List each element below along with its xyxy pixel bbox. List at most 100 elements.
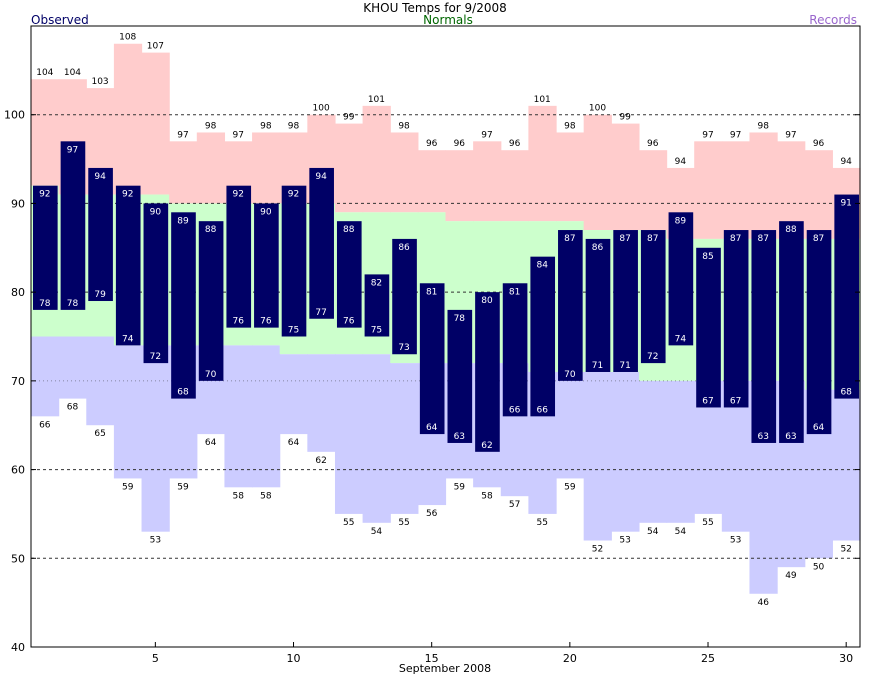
- record-low-label: 57: [509, 500, 520, 510]
- observed-high-label: 92: [288, 190, 299, 200]
- record-high-band: [417, 150, 447, 213]
- observed-low-label: 77: [315, 308, 326, 318]
- legend-observed: Observed: [31, 13, 89, 27]
- observed-high-label: 87: [564, 234, 575, 244]
- record-high-label: 94: [675, 157, 687, 167]
- observed-bar: [447, 309, 473, 443]
- record-high-label: 96: [647, 139, 659, 149]
- observed-high-label: 92: [233, 190, 244, 200]
- record-low-band: [141, 345, 170, 532]
- record-high-band: [252, 132, 281, 204]
- record-low-label: 50: [813, 562, 825, 572]
- observed-high-label: 94: [94, 172, 106, 182]
- record-low-label: 66: [39, 420, 51, 430]
- observed-low-label: 64: [813, 423, 825, 433]
- y-tick-label: 80: [11, 286, 25, 299]
- x-tick-label: 5: [152, 652, 159, 665]
- observed-bar: [33, 185, 58, 310]
- record-low-label: 59: [564, 482, 576, 492]
- observed-bar: [281, 185, 307, 337]
- record-high-label: 97: [233, 130, 244, 140]
- record-high-label: 100: [589, 104, 606, 114]
- observed-bar: [364, 274, 390, 337]
- record-high-band: [694, 141, 723, 239]
- record-low-label: 56: [426, 509, 438, 519]
- record-low-label: 62: [315, 456, 326, 466]
- record-high-band: [500, 150, 529, 222]
- observed-low-label: 73: [398, 343, 409, 353]
- record-high-label: 98: [564, 121, 576, 131]
- record-high-label: 98: [260, 121, 272, 131]
- x-tick-label: 10: [287, 652, 301, 665]
- y-tick-label: 60: [11, 464, 25, 477]
- record-low-band: [307, 354, 336, 452]
- record-low-label: 52: [840, 545, 851, 555]
- observed-bar: [171, 212, 196, 399]
- record-high-label: 94: [840, 157, 852, 167]
- record-low-label: 52: [592, 545, 603, 555]
- observed-low-label: 66: [536, 405, 548, 415]
- record-low-label: 54: [675, 527, 687, 537]
- record-high-band: [169, 141, 198, 204]
- observed-high-label: 87: [758, 234, 769, 244]
- x-tick-label: 20: [563, 652, 577, 665]
- record-high-label: 108: [119, 33, 136, 43]
- observed-low-label: 63: [454, 432, 465, 442]
- x-tick-label: 30: [839, 652, 853, 665]
- observed-low-label: 79: [94, 290, 106, 300]
- record-high-band: [362, 105, 391, 213]
- record-high-band: [390, 132, 419, 213]
- record-low-band: [252, 345, 281, 488]
- record-high-label: 96: [454, 139, 466, 149]
- record-high-label: 98: [758, 121, 770, 131]
- observed-bar: [696, 247, 721, 408]
- observed-high-label: 90: [150, 207, 162, 217]
- observed-bar: [198, 221, 224, 381]
- record-high-label: 101: [534, 95, 551, 105]
- record-high-label: 104: [64, 68, 81, 78]
- x-tick-label: 15: [425, 652, 439, 665]
- observed-bar: [585, 238, 611, 372]
- record-low-label: 59: [454, 482, 466, 492]
- observed-high-label: 86: [398, 243, 410, 253]
- record-high-band: [31, 79, 60, 186]
- record-low-band: [224, 345, 253, 488]
- record-low-label: 55: [536, 518, 547, 528]
- observed-low-label: 71: [619, 361, 630, 371]
- record-high-label: 96: [509, 139, 521, 149]
- record-high-label: 99: [619, 113, 631, 123]
- record-low-band: [832, 389, 861, 541]
- record-low-label: 53: [619, 536, 630, 546]
- observed-low-label: 76: [343, 317, 355, 327]
- observed-high-label: 87: [619, 234, 630, 244]
- record-low-label: 58: [481, 491, 493, 501]
- observed-high-label: 81: [426, 287, 437, 297]
- record-high-label: 98: [288, 121, 300, 131]
- observed-bar: [723, 230, 749, 408]
- y-tick-label: 70: [11, 375, 25, 388]
- observed-high-label: 97: [67, 145, 78, 155]
- observed-low-label: 75: [288, 326, 299, 336]
- observed-high-label: 81: [509, 287, 520, 297]
- record-high-label: 97: [177, 130, 188, 140]
- record-high-label: 97: [481, 130, 492, 140]
- record-high-label: 100: [313, 104, 330, 114]
- record-low-band: [556, 371, 585, 479]
- record-high-band: [749, 132, 778, 239]
- observed-high-label: 88: [205, 225, 217, 235]
- record-low-band: [334, 354, 364, 514]
- record-low-label: 54: [647, 527, 659, 537]
- observed-low-label: 75: [371, 326, 382, 336]
- record-high-band: [141, 52, 170, 195]
- observed-high-label: 89: [177, 216, 189, 226]
- x-axis-label: September 2008: [399, 662, 491, 675]
- record-low-label: 49: [785, 571, 797, 581]
- observed-bar: [309, 167, 334, 319]
- observed-low-label: 76: [233, 317, 245, 327]
- observed-low-label: 66: [509, 405, 521, 415]
- observed-high-label: 88: [785, 225, 797, 235]
- record-low-label: 58: [260, 491, 272, 501]
- observed-high-label: 82: [371, 278, 382, 288]
- observed-low-label: 64: [426, 423, 438, 433]
- record-high-band: [445, 150, 474, 222]
